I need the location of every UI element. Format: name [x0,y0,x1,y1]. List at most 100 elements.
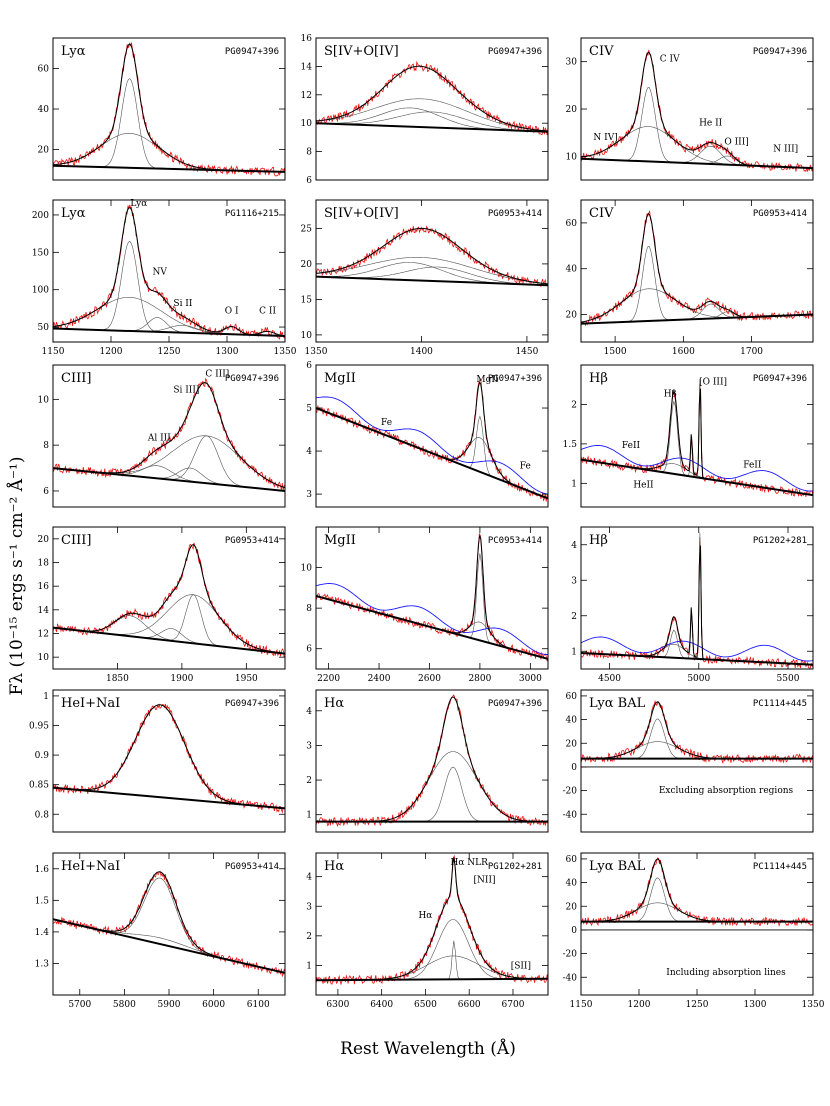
y-tick-label: 2 [571,400,577,410]
plot-frame [315,364,549,508]
y-tick-label: 6 [43,487,49,497]
x-tick-label: 6700 [502,1000,525,1010]
continuum-line [316,407,548,500]
y-tick-label: -40 [563,810,578,820]
y-tick-label: 20 [38,535,50,545]
line-annotation: Si III] [173,385,199,395]
y-tick-label: 8 [43,441,49,451]
continuum-line [581,157,813,170]
plot-frame [52,199,286,343]
object-name: PG0947+396 [488,374,542,384]
line-annotation: Al III [147,434,171,444]
panel-title: CIV [589,44,614,59]
line-annotation: [NII] [474,876,496,886]
y-tick-label: 1 [43,692,49,702]
iron-template-line [316,396,548,495]
y-tick-label: 2 [306,776,312,786]
y-tick-label: 30 [566,58,578,68]
line-annotation: Fe [520,461,531,471]
x-tick-label: 1200 [100,347,123,357]
x-tick-label: 6600 [458,1000,481,1010]
y-tick-label: 15 [301,295,313,305]
total-fit-line [316,535,548,660]
object-name: PC1114+445 [753,862,807,872]
component-profile-1 [53,435,285,492]
y-tick-label: 14 [38,606,50,616]
y-tick-label: 20 [301,260,313,270]
y-tick-label: 1 [306,811,312,821]
plot-frame [315,526,549,670]
observed-spectrum-line [53,870,285,978]
line-annotation: He II [699,119,723,129]
panel-title: S[IV+O[IV] [324,206,399,221]
total-fit-line [316,227,548,285]
continuum-line [316,275,548,287]
object-name: PG0953+414 [488,209,542,219]
object-name: PG0947+396 [753,374,807,384]
chart-panel-p5: 10 15 20 25 1350 1400 1450 S[IV+O[IV] PG0953+414 [301,199,549,357]
plot-frame [52,526,286,670]
panel-title: MgII [324,371,356,386]
y-tick-label: 5 [306,404,312,414]
y-tick-label: 16 [38,582,50,592]
panel-title: Hβ [589,371,608,386]
observed-spectrum-line [316,694,548,827]
line-annotation: Excluding absorption regions [659,786,794,796]
x-tick-label: 2600 [418,674,441,684]
y-tick-label: 14 [301,62,313,72]
x-tick-label: 1350 [274,347,297,357]
chart-panel-p2: 6 8 10 12 14 16 S[IV+O[IV] PG0947+396 [301,34,549,186]
line-annotation: FeII [743,461,762,471]
y-tick-label: 4 [306,873,312,883]
object-name: PG0947+396 [488,699,542,709]
object-name: PG0947+396 [488,47,542,57]
plot-frame [580,37,814,181]
object-name: PC1114+445 [753,699,807,709]
x-tick-label: 1950 [235,674,258,684]
x-tick-label: 6500 [414,1000,437,1010]
component-profile-3 [316,266,548,286]
y-tick-label: 1 [571,479,577,489]
component-profile-2 [316,766,548,822]
continuum-line [316,977,548,982]
object-name: PG0947+396 [225,699,279,709]
x-tick-label: 1150 [570,1000,593,1010]
plot-frame [315,689,549,833]
y-tick-label: 20 [566,739,578,749]
y-tick-label: 0.9 [35,751,50,761]
y-tick-label: 4 [306,707,312,717]
x-tick-label: 6000 [202,1000,225,1010]
y-tick-label: 1.5 [563,440,578,450]
observed-spectrum-line [53,703,285,814]
component-profile-1 [316,257,548,285]
y-tick-label: 1 [306,961,312,971]
continuum-line [316,595,548,660]
object-name: PG0947+396 [753,47,807,57]
panel-title: Hα [324,696,344,711]
continuum-line [53,626,285,655]
chart-panel-p12: 1 2 3 4 4500 5000 5500 Hβ PG1202+281 [571,526,814,684]
line-annotation: Si II [173,299,192,309]
plot-frame [580,199,814,343]
y-tick-label: 100 [32,286,49,296]
continuum-line [53,918,285,974]
y-tick-label: 60 [566,219,578,229]
plot-frame [315,199,549,343]
chart-panel-p7: 6 8 10 CIII] PG0947+396 Al III Si III] C III] [38,364,286,508]
y-tick-label: 3 [306,741,312,751]
component-profile-1 [53,241,285,337]
x-tick-label: 1500 [604,347,627,357]
y-tick-label: 60 [566,692,578,702]
object-name: PG1202+281 [753,536,807,546]
x-tick-label: 5900 [158,1000,181,1010]
y-tick-label: 40 [566,879,578,889]
panel-title: CIII] [61,371,91,386]
y-tick-label: 8 [306,604,312,614]
chart-panel-p6: 20 40 60 1500 1600 1700 CIV PG0953+414 [566,199,814,357]
iron-template-line [316,583,548,656]
line-annotation: [O III] [699,378,727,388]
y-tick-label: 10 [38,395,50,405]
line-annotation: [SII] [511,961,531,971]
object-name: PG0947+396 [225,374,279,384]
